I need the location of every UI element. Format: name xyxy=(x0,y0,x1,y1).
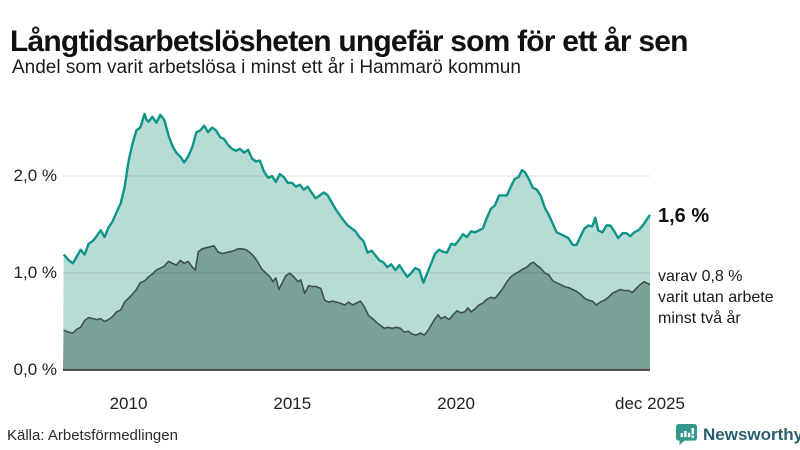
secondary-annotation-line: minst två år xyxy=(658,310,741,327)
newsworthy-wordmark: Newsworthy xyxy=(703,424,800,444)
secondary-annotation-line: varit utan arbete xyxy=(658,289,774,306)
end-value-label: 1,6 % xyxy=(658,205,710,227)
line-two-years xyxy=(63,245,651,336)
x-tick-label: 2010 xyxy=(109,394,148,413)
newsworthy-logo-link[interactable]: Newsworthy xyxy=(676,423,800,446)
y-tick-label: 2,0 % xyxy=(13,166,57,185)
newsworthy-icon xyxy=(676,424,697,445)
area-fill-two-years xyxy=(63,245,650,370)
source-credit: Källa: Arbetsförmedlingen xyxy=(7,427,178,444)
line-total xyxy=(62,112,651,284)
secondary-annotation: varav 0,8 % varit utan arbete minst två år xyxy=(658,266,774,329)
chart-subtitle: Andel som varit arbetslösa i minst ett å… xyxy=(12,57,521,78)
secondary-annotation-line: varav 0,8 % xyxy=(658,268,743,285)
x-tick-label: 2020 xyxy=(437,394,475,413)
y-tick-label: 1,0 % xyxy=(13,263,57,282)
y-tick-label: 0,0 % xyxy=(13,360,57,379)
x-tick-label: dec 2025 xyxy=(615,394,685,413)
gridlines xyxy=(63,175,650,274)
page-title: Långtidsarbetslösheten ungefär som för e… xyxy=(10,25,688,59)
x-tick-label: 2015 xyxy=(273,394,312,413)
